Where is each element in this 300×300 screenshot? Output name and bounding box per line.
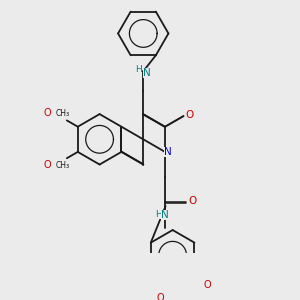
Text: CH₃: CH₃ (56, 109, 70, 118)
Text: H: H (155, 210, 162, 219)
Text: O: O (203, 280, 211, 290)
Text: N: N (143, 68, 151, 77)
Text: O: O (44, 109, 51, 118)
Text: O: O (186, 110, 194, 120)
Text: H: H (135, 65, 142, 74)
Text: CH₃: CH₃ (56, 160, 70, 169)
Text: O: O (156, 293, 164, 300)
Text: O: O (189, 196, 197, 206)
Text: O: O (44, 160, 51, 170)
Text: N: N (164, 147, 172, 157)
Text: N: N (161, 210, 169, 220)
